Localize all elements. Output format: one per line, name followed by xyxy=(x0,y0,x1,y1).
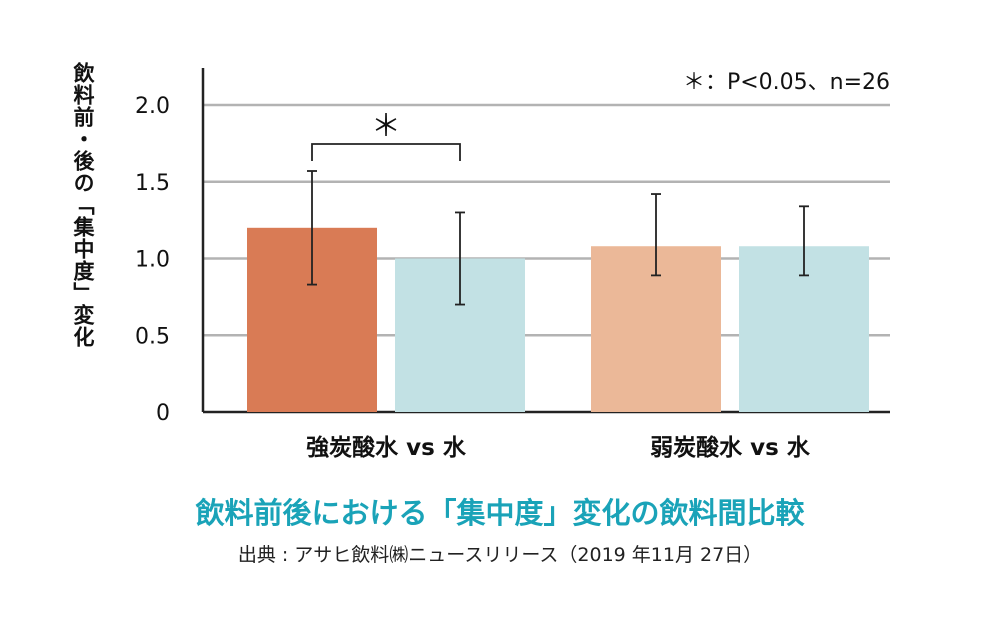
significance-bracket xyxy=(311,143,461,161)
significance-note: ＊：P<0.05、n=26 xyxy=(682,70,890,95)
y-tick-label: 1.0 xyxy=(135,248,170,273)
category-label: 強炭酸水 vs 水 xyxy=(306,435,467,461)
significance-marker: ＊ xyxy=(371,109,401,144)
y-axis-label: 飲料前・後の「集中度」変化 xyxy=(71,62,95,348)
source-caption: 出典 : アサヒ飲料㈱ニュースリリース（2019 年11月 27日） xyxy=(237,544,763,566)
y-tick-label: 1.5 xyxy=(135,171,170,196)
y-tick-label: 0.5 xyxy=(135,324,170,349)
y-tick-label: 0 xyxy=(156,401,170,426)
y-tick-label: 2.0 xyxy=(135,94,170,119)
chart-title: 飲料前後における「集中度」変化の飲料間比較 xyxy=(195,496,805,530)
category-label: 弱炭酸水 vs 水 xyxy=(650,435,811,461)
